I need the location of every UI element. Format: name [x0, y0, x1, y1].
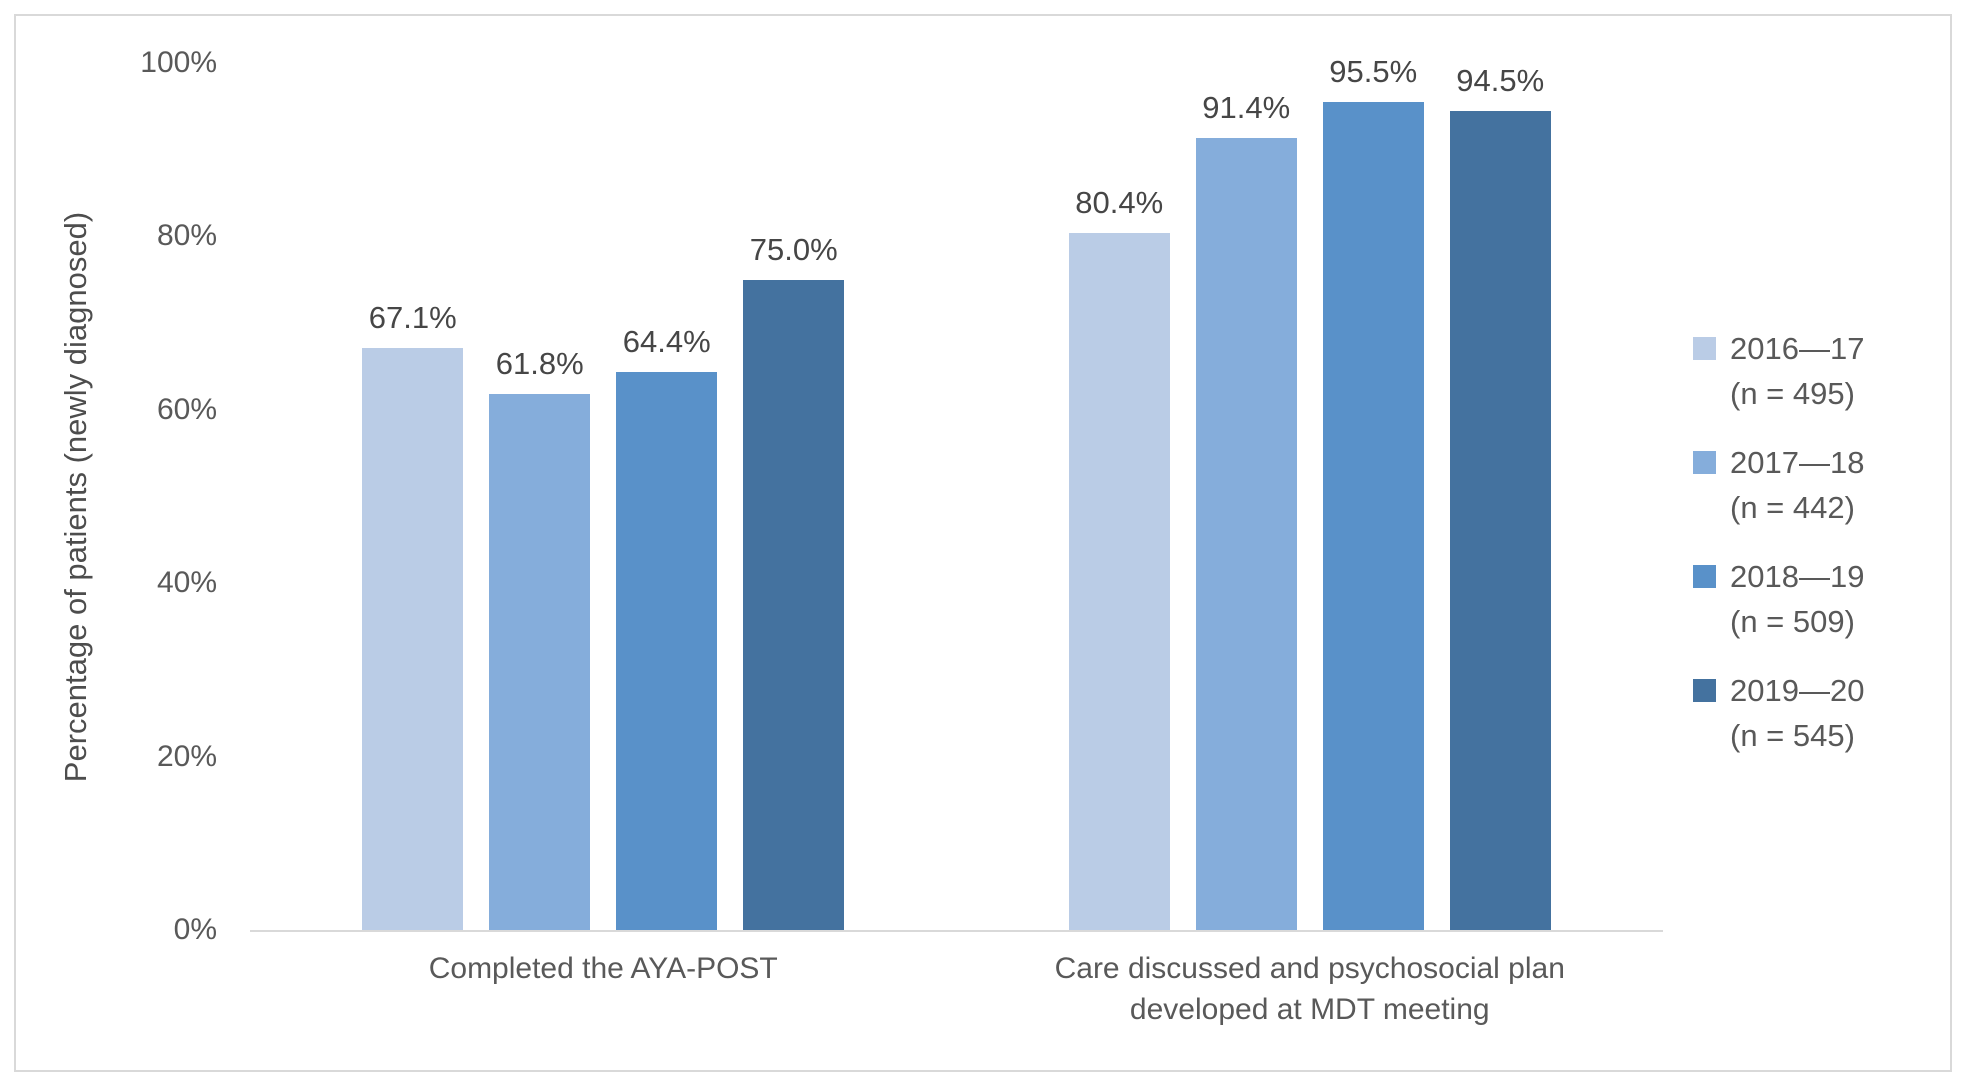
legend-series-n: (n = 509): [1730, 604, 1855, 639]
legend-series-name: 2019—20: [1730, 673, 1865, 708]
legend-series-name: 2018—19: [1730, 559, 1865, 594]
y-tick-label-80pct: 80%: [156, 219, 217, 253]
legend-swatch-icon: [1693, 451, 1716, 474]
plot-area: 67.1% 61.8% 64.4% 75.0% 80.4% 91.4% 95.5% 94.5%: [250, 54, 1664, 932]
category-label-text: Completed the AYA-POST: [428, 952, 778, 985]
legend-swatch-icon: [1693, 337, 1716, 360]
legend-swatch-icon: [1693, 679, 1716, 702]
bar-group-1: 67.1% 61.8% 64.4% 75.0%: [250, 63, 957, 930]
x-axis-category-labels: Completed the AYA-POST Care discussed and…: [250, 948, 1663, 1030]
legend-series-n: (n = 442): [1730, 490, 1855, 525]
bar-value-label: 94.5%: [1456, 62, 1545, 98]
category-label-2: Care discussed and psychosocial plan dev…: [957, 948, 1664, 1030]
legend-series-n: (n = 545): [1730, 718, 1855, 753]
bar-2017—18-category-1: 61.8%: [489, 346, 591, 930]
category-label-1: Completed the AYA-POST: [250, 948, 957, 1030]
category-label-text: Care discussed and psychosocial plan dev…: [1054, 952, 1565, 1026]
legend-item-2018—19: 2018—19 (n = 509): [1693, 554, 1864, 644]
bar-value-label: 91.4%: [1202, 89, 1291, 125]
bar-group-2: 80.4% 91.4% 95.5% 94.5%: [957, 54, 1664, 930]
bar-2018—19-category-1: 64.4%: [616, 324, 718, 930]
bar-2018—19-category-2: 95.5%: [1322, 54, 1424, 930]
legend-item-2019—20: 2019—20 (n = 545): [1693, 668, 1864, 758]
y-tick-label-40pct: 40%: [156, 566, 217, 600]
legend-label: 2016—17 (n = 495): [1730, 326, 1864, 416]
bar-value-label: 64.4%: [622, 323, 711, 359]
y-tick-label-0pct: 0%: [173, 913, 217, 946]
bar-value-label: 80.4%: [1075, 184, 1164, 220]
y-axis-title: Percentage of patients (newly diagnosed): [58, 211, 93, 783]
legend-swatch-icon: [1693, 565, 1716, 588]
bar-value-label: 67.1%: [368, 300, 457, 336]
y-tick-label-20pct: 20%: [156, 739, 217, 773]
bar-2016—17-category-2: 80.4%: [1068, 185, 1170, 930]
bar-2019—20-category-1: 75.0%: [743, 232, 845, 930]
bar-value-label: 75.0%: [749, 231, 838, 267]
legend-label: 2019—20 (n = 545): [1730, 668, 1864, 758]
legend: 2016—17 (n = 495) 2017—18 (n = 442) 2018—19 (…: [1693, 326, 1864, 758]
bar-value-label: 61.8%: [495, 346, 584, 382]
y-tick-label-100pct: 100%: [140, 46, 217, 79]
legend-item-2017—18: 2017—18 (n = 442): [1693, 440, 1864, 530]
legend-item-2016—17: 2016—17 (n = 495): [1693, 326, 1864, 416]
legend-label: 2017—18 (n = 442): [1730, 440, 1864, 530]
legend-series-name: 2016—17: [1730, 331, 1865, 366]
bar-2017—18-category-2: 91.4%: [1195, 90, 1297, 930]
legend-label: 2018—19 (n = 509): [1730, 554, 1864, 644]
bar-2019—20-category-2: 94.5%: [1449, 63, 1551, 930]
bar-2016—17-category-1: 67.1%: [362, 300, 464, 930]
legend-series-name: 2017—18: [1730, 445, 1865, 480]
y-tick-label-60pct: 60%: [156, 392, 217, 426]
bar-value-label: 95.5%: [1329, 54, 1418, 90]
legend-series-n: (n = 495): [1730, 376, 1855, 411]
